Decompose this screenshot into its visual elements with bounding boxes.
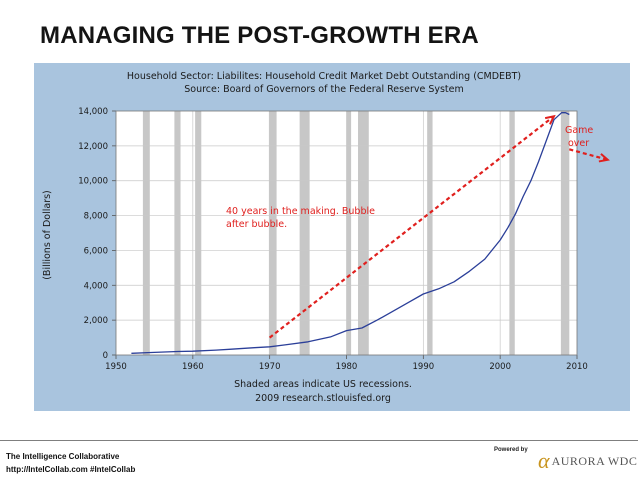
chart-title: Household Sector: Liabilites: Household …: [127, 71, 521, 82]
y-tick-label-7: 14,000: [78, 107, 108, 117]
powered-by-label: Powered by: [494, 447, 528, 453]
y-tick-label-1: 2,000: [84, 316, 108, 326]
recession-band-0: [142, 111, 150, 355]
plot-border: [115, 110, 578, 356]
trend-arrow-head: [544, 114, 556, 125]
y-axis-ticks: 0 2,000 4,000 6,000 8,000 10,000 12,000 14,000: [78, 107, 116, 361]
recession-band-7: [427, 111, 433, 355]
y-tick-label-6: 12,000: [78, 142, 108, 152]
recession-band-3: [268, 111, 277, 355]
recession-band-6: [358, 111, 369, 355]
chart-caption-line2: 2009 research.stlouisfed.org: [255, 393, 391, 404]
trend-arrow: [268, 114, 556, 339]
game-over-annotation-line1: Game: [565, 125, 593, 136]
recession-band-4: [299, 111, 310, 355]
x-tick-label-6: 2010: [566, 362, 588, 372]
x-tick-label-4: 1990: [413, 362, 435, 372]
y-tick-label-5: 10,000: [78, 177, 108, 187]
aurora-logo-text: AURORA WDC: [551, 453, 638, 468]
recession-band-5: [346, 111, 352, 355]
bubble-annotation-line2: after bubble.: [226, 219, 287, 230]
aurora-logo-mark: α: [538, 448, 550, 473]
y-tick-label-4: 8,000: [84, 212, 108, 222]
y-tick-label-2: 4,000: [84, 281, 108, 291]
y-tick-label-3: 6,000: [84, 246, 108, 256]
recession-band-2: [195, 111, 202, 355]
aurora-logo: α AURORA WDC: [538, 448, 638, 473]
x-tick-label-3: 1980: [336, 362, 358, 372]
fall-arrow: [569, 148, 610, 163]
x-tick-label-0: 1950: [105, 362, 127, 372]
slide-title: MANAGING THE POST-GROWTH ERA: [40, 22, 479, 49]
footer-organization: The Intelligence Collaborative: [6, 452, 120, 461]
chart-subtitle: Source: Board of Governors of the Federa…: [184, 84, 464, 95]
series-line-0: [131, 112, 570, 354]
bubble-annotation-line1: 40 years in the making. Bubble: [226, 206, 375, 217]
debt-chart: Household Sector: Liabilites: Household …: [34, 63, 630, 411]
grid-lines: [116, 111, 577, 355]
x-tick-label-1: 1960: [182, 362, 204, 372]
y-axis-label: (Billions of Dollars): [42, 190, 53, 280]
chart-container: Household Sector: Liabilites: Household …: [34, 63, 630, 411]
footer-url: http://IntelCollab.com #IntelCollab: [6, 465, 136, 474]
game-over-annotation-line2: over: [568, 138, 589, 149]
x-axis-ticks: 1950 1960 1970 1980 1990 2000 2010: [105, 355, 588, 372]
series-lines: [131, 112, 570, 354]
recession-bands: [142, 111, 570, 355]
footer-divider: [0, 440, 638, 441]
fall-arrow-head: [598, 153, 610, 163]
x-tick-label-5: 2000: [489, 362, 511, 372]
recession-band-1: [174, 111, 181, 355]
chart-caption-line1: Shaded areas indicate US recessions.: [234, 379, 412, 390]
recession-band-8: [509, 111, 515, 355]
recession-band-9: [560, 111, 570, 355]
y-tick-label-0: 0: [103, 351, 108, 361]
x-tick-label-2: 1970: [259, 362, 281, 372]
